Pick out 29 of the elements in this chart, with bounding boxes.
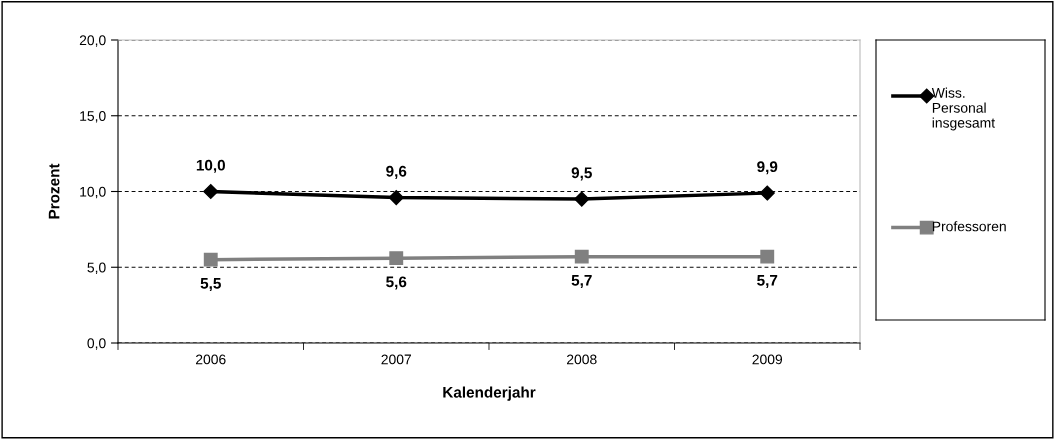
point	[203, 183, 219, 200]
y-axis-title: Prozent	[48, 163, 60, 219]
data-label: 9,5	[571, 167, 592, 181]
point	[389, 251, 404, 266]
data-label: 5,5	[200, 278, 221, 291]
x-tick-label: 2006	[196, 354, 226, 365]
point	[203, 252, 218, 267]
y-tick-label: 10,0	[80, 186, 106, 199]
y-tick-label: 0,0	[87, 338, 106, 350]
point	[388, 189, 404, 206]
point	[760, 249, 775, 264]
data-label: 5,6	[386, 276, 407, 290]
y-tick-label: 5,0	[87, 262, 106, 275]
data-label: 9,9	[757, 161, 778, 175]
point	[759, 185, 775, 201]
data-label: 10,0	[196, 159, 225, 173]
legend-label: Wiss. Personal insgesamt	[931, 87, 995, 131]
x-tick-label: 2008	[567, 354, 597, 365]
x-tick-label: 2009	[752, 354, 783, 365]
legend-label: Professoren	[932, 221, 1006, 232]
point	[574, 191, 590, 207]
x-axis-title: Kalenderjahr	[443, 386, 536, 401]
data-label: 5,7	[757, 275, 778, 288]
data-label: 5,7	[571, 275, 592, 288]
x-tick-label: 2007	[381, 354, 411, 365]
y-tick-label: 15,0	[80, 111, 106, 123]
point	[574, 249, 589, 264]
y-tick-label: 20,0	[79, 35, 106, 47]
data-label: 9,6	[386, 165, 407, 179]
